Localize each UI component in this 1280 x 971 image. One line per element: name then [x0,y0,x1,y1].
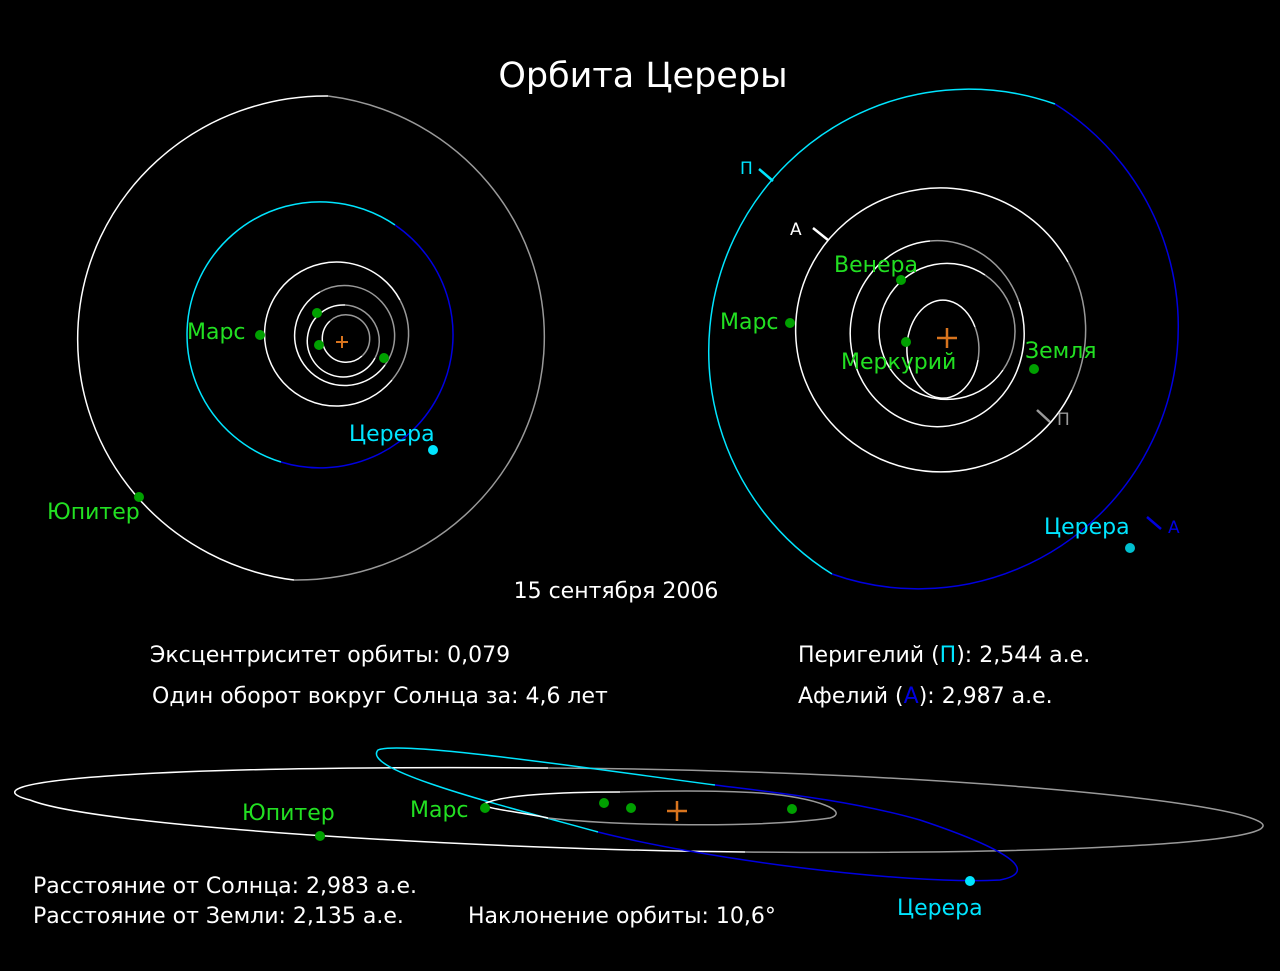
perihelion-symbol: П [940,643,957,668]
aphelion-value: ): 2,987 а.е. [919,684,1053,709]
aphelion-prefix: Афелий ( [798,684,904,709]
ceres-aphelion-tick [1146,516,1162,530]
ceres-orbit-far [831,103,1179,590]
inclination-text: Наклонение орбиты: 10,6° [468,904,776,929]
venus-orbit-far [344,304,381,359]
mars-orbit-near [263,261,401,407]
mercury-dot [901,337,911,347]
bottom-mars-label: Марс [410,798,469,823]
ceres-perihelion-tick [758,168,774,182]
mars-dot [785,318,795,328]
sun-marker [667,801,687,821]
mars-dot [480,803,490,813]
aphelion-text: Афелий (А): 2,987 а.е. [798,684,1053,709]
ceres-orbit-near [375,747,716,833]
venus-orbit-near [306,304,376,378]
ceres-orbit-near [186,201,396,463]
earth-orbit-near [849,240,1025,428]
ceres-dot [428,445,438,455]
right-venus-label: Венера [834,253,918,278]
venus-dot [312,308,322,318]
bottom-jupiter-label: Юпитер [242,801,335,826]
left-jupiter-label: Юпитер [47,500,140,525]
mercury-orbit-far [329,314,371,357]
ceres-aphelion-mark: А [1168,518,1180,538]
mercury-orbit-near [321,320,363,363]
mars-orbit-near [483,791,621,819]
mars-aphelion-mark: А [790,220,802,240]
right-mercury-label: Меркурий [841,350,956,375]
mercury-orbit-near [906,299,979,399]
mars-orbit-far [391,299,410,381]
period-text: Один оборот вокруг Солнца за: 4,6 лет [152,684,608,709]
perihelion-value: ): 2,544 а.е. [956,643,1090,668]
left-mars-label: Марс [187,320,246,345]
ceres-perihelion-mark: П [740,159,753,179]
mars-orbit-far [1067,261,1087,391]
perihelion-text: Перигелий (П): 2,544 а.е. [798,643,1090,668]
earth-dot [787,804,797,814]
sun-marker [336,336,348,348]
mars-orbit-near [794,187,1073,473]
right-ceres-label: Церера [1044,515,1130,540]
mercury-dot [626,803,636,813]
eccentricity-text: Эксцентриситет орбиты: 0,079 [150,643,510,668]
perihelion-prefix: Перигелий ( [798,643,940,668]
venus-dot [599,798,609,808]
venus-orbit-near [878,262,1004,401]
mars-aphelion-tick [812,227,829,241]
ceres-dot [1125,543,1135,553]
mars-dot [255,330,265,340]
mars-perihelion-tick [1036,409,1051,423]
ceres-dot [965,876,975,886]
jupiter-orbit-near [76,95,329,581]
side-view: Юпитер Марс Церера [14,747,1264,921]
left-ceres-label: Церера [349,422,435,447]
mercury-orbit-far [974,326,980,361]
earth-dot [1029,364,1039,374]
ceres-orbit-far [280,224,454,469]
orbit-info: Эксцентриситет орбиты: 0,079 Один оборот… [150,643,1090,709]
right-mars-label: Марс [720,310,779,335]
right-earth-label: Земля [1025,339,1097,364]
sun-marker [937,328,957,348]
distance-earth-text: Расстояние от Земли: 2,135 а.е. [33,904,404,929]
mars-orbit-far [547,790,837,826]
distance-sun-text: Расстояние от Солнца: 2,983 а.е. [33,874,417,899]
earth-dot [379,353,389,363]
mercury-dot [314,340,324,350]
venus-orbit-far [984,274,1016,371]
jupiter-orbit-far [293,95,546,581]
right-view: П А П А Венера Марс Меркурий Земля Церер… [708,88,1180,590]
bottom-ceres-label: Церера [897,896,983,921]
jupiter-dot [134,492,144,502]
jupiter-dot [315,831,325,841]
earth-orbit-far [319,284,396,366]
ceres-orbit-far [597,784,1019,882]
venus-dot [896,275,906,285]
date-label: 15 сентября 2006 [514,579,719,604]
jupiter-orbit-near [14,766,746,853]
aphelion-symbol: А [904,684,919,709]
left-view: Марс Юпитер Церера [47,95,546,581]
earth-orbit-near [293,291,386,387]
diagram-title: Орбита Цереры [498,56,787,96]
jupiter-orbit-far [547,767,1264,854]
ceres-orbit-near [708,88,1056,575]
mars-perihelion-mark: П [1057,410,1070,430]
earth-orbit-far [929,239,1020,303]
